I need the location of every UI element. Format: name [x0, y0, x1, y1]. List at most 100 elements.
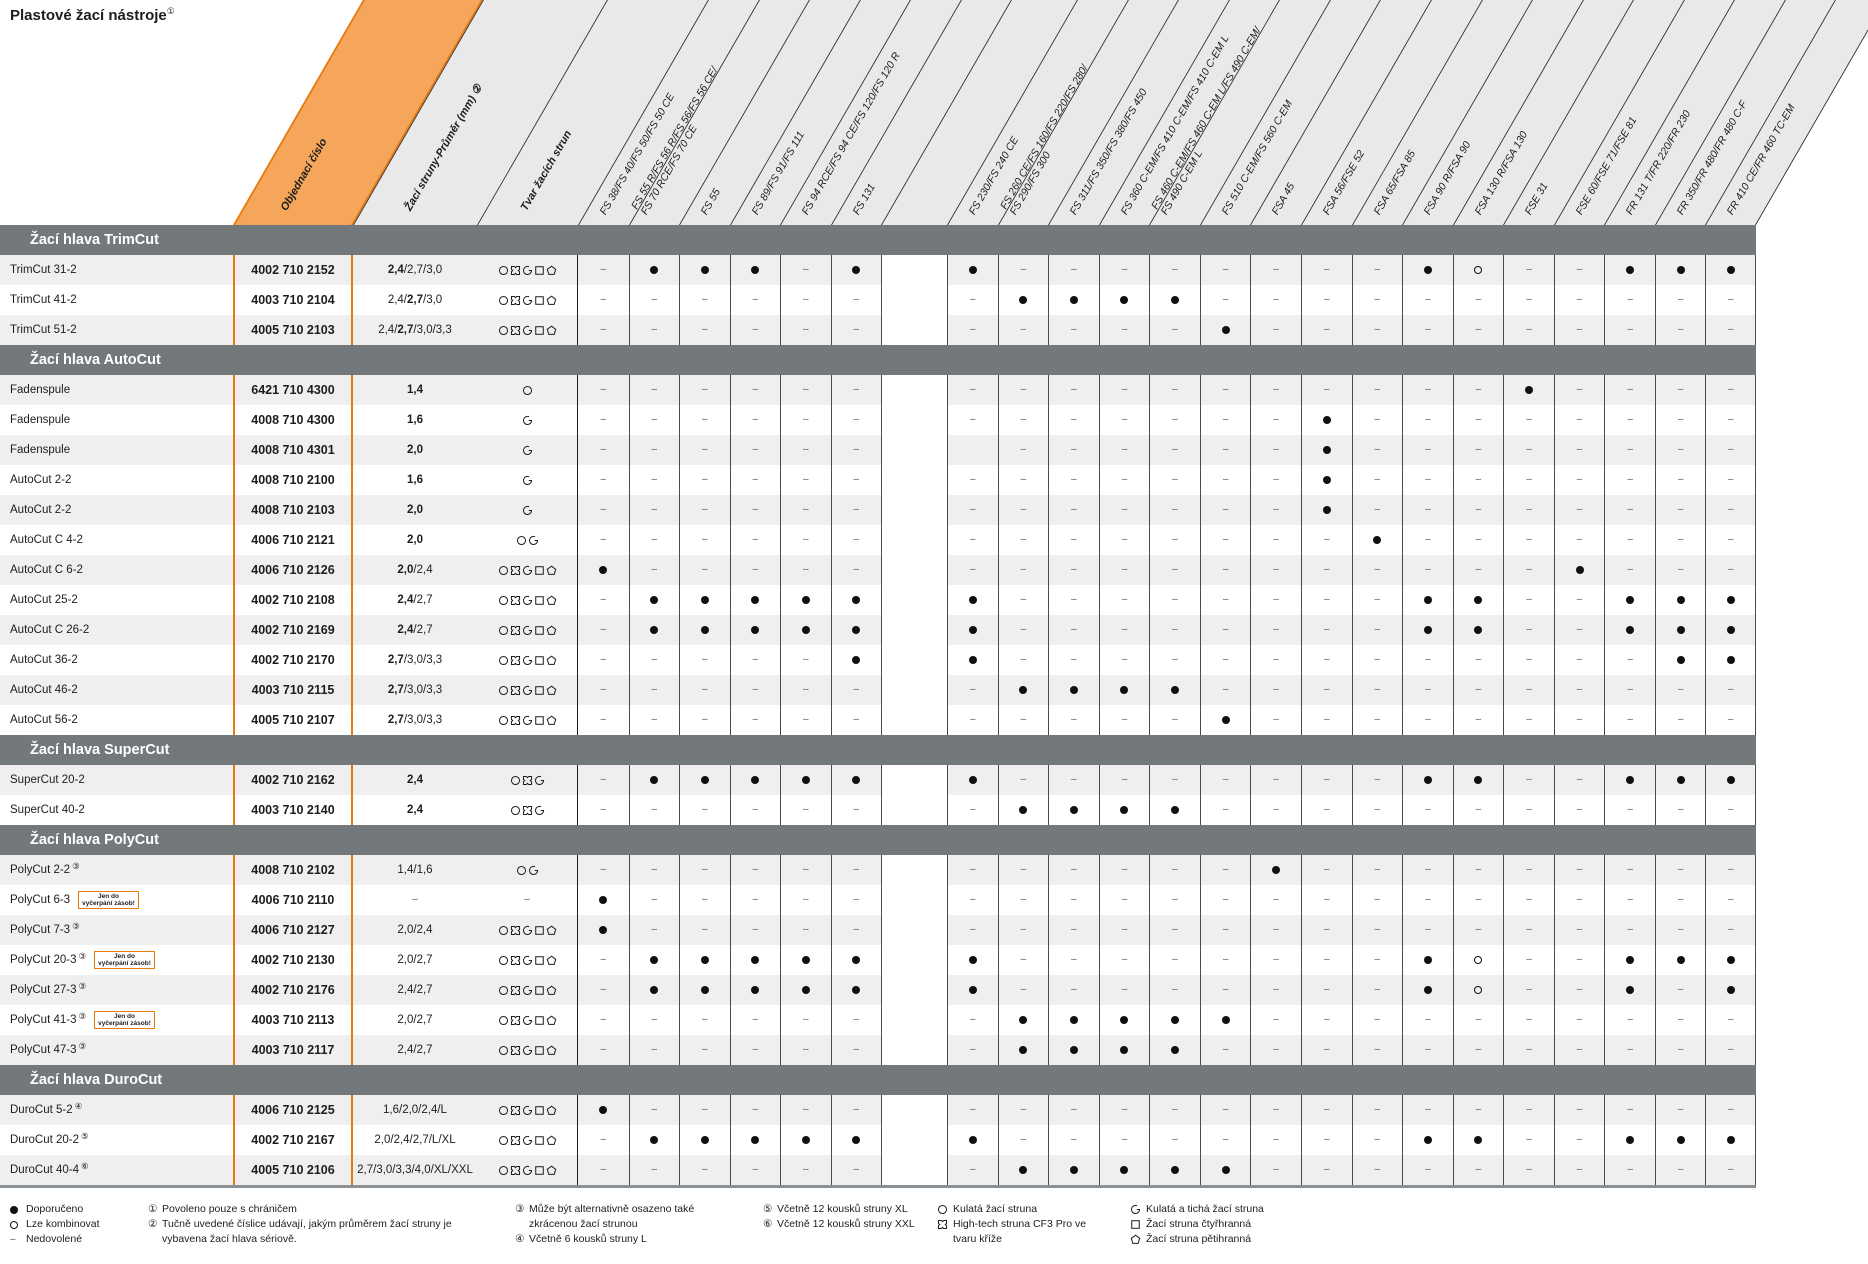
compat-not-allowed-dash: –	[1705, 405, 1756, 435]
compat-not-allowed-dash: –	[1452, 795, 1504, 825]
compat-recommended-dot	[679, 615, 730, 645]
model-column-header: FS 94 RCE/FS 94 CE/FS 120/FS 120 R	[799, 50, 903, 217]
compat-not-allowed-dash: –	[1098, 945, 1150, 975]
compat-not-allowed-dash: –	[1452, 1155, 1504, 1185]
compat-not-allowed-dash: –	[1149, 945, 1200, 975]
product-name-cell: Fadenspule	[0, 375, 233, 405]
quiet-line-icon	[534, 775, 544, 785]
compat-not-allowed-dash: –	[1098, 615, 1150, 645]
compat-not-allowed-dash: –	[1705, 315, 1756, 345]
compat-recommended-dot	[578, 1095, 629, 1125]
compat-not-allowed-dash: –	[729, 885, 781, 915]
compat-recommended-dot	[997, 1035, 1049, 1065]
line-diameter-cell: 2,0/2,4	[397, 924, 433, 936]
compat-not-allowed-dash: –	[780, 495, 831, 525]
compat-not-allowed-dash: –	[1199, 945, 1251, 975]
product-row: PolyCut 41-3 ③ Jen do vyčerpání zásob! 4003 …	[0, 1005, 1756, 1035]
penta-line-icon	[546, 925, 556, 935]
compat-not-allowed-dash: –	[947, 1005, 998, 1035]
compat-not-allowed-dash: –	[1098, 255, 1150, 285]
product-row: PolyCut 6-3 Jen do vyčerpání zásob! 4006 71…	[0, 885, 1756, 915]
compat-empty-cell	[881, 765, 947, 795]
compat-not-allowed-dash: –	[1654, 855, 1706, 885]
legend-note-number: ③	[515, 1203, 525, 1215]
product-row: DuroCut 5-2 ④ 4006 710 2125 1,6/2,0/2,4/L – –…	[0, 1095, 1756, 1125]
compat-empty-cell	[881, 1095, 947, 1125]
compat-recommended-dot	[997, 285, 1049, 315]
compat-not-allowed-dash: –	[1351, 855, 1403, 885]
compat-not-allowed-dash: –	[1654, 525, 1706, 555]
compat-recommended-dot	[1452, 615, 1504, 645]
compat-recommended-dot	[830, 255, 882, 285]
product-name: PolyCut 6-3	[10, 894, 71, 906]
quiet-line-icon	[522, 325, 532, 335]
compat-not-allowed-dash: –	[1503, 885, 1554, 915]
legend-note: ③ Může být alternativně osazeno také zkrá…	[515, 1202, 765, 1232]
compat-not-allowed-dash: –	[1503, 855, 1554, 885]
compat-not-allowed-dash: –	[729, 315, 781, 345]
cross-line-icon	[510, 1045, 520, 1055]
section-title: Žací hlava PolyCut	[30, 832, 159, 848]
compat-not-allowed-dash: –	[1452, 495, 1504, 525]
compat-not-allowed-dash: –	[1503, 1005, 1554, 1035]
product-row: PolyCut 47-3 ③ 4003 710 2117 2,4/2,7– – – – – – –…	[0, 1035, 1756, 1065]
compat-not-allowed-dash: –	[1048, 645, 1099, 675]
compat-not-allowed-dash: –	[1149, 885, 1200, 915]
compat-recommended-dot	[729, 975, 781, 1005]
legend-notes-3-4: ③ Může být alternativně osazeno také zkrá…	[515, 1202, 765, 1247]
product-name: AutoCut 2-2	[10, 504, 72, 516]
compat-recommended-dot	[830, 945, 882, 975]
compat-not-allowed-dash: –	[1503, 945, 1554, 975]
compat-not-allowed-dash: –	[1553, 255, 1605, 285]
compat-not-allowed-dash: –	[1199, 645, 1251, 675]
legend-note-number: ④	[515, 1233, 525, 1245]
quiet-line-icon	[522, 625, 532, 635]
compat-not-allowed-dash: –	[1250, 975, 1301, 1005]
circle-line-icon	[522, 385, 532, 395]
line-shapes-cell	[477, 435, 578, 465]
compat-not-allowed-dash: –	[1199, 1035, 1251, 1065]
square-line-icon	[534, 715, 544, 725]
compat-not-allowed-dash: –	[1503, 405, 1554, 435]
compat-not-allowed-dash: –	[1503, 1125, 1554, 1155]
compat-not-allowed-dash: –	[780, 555, 831, 585]
line-shapes-cell: –	[477, 885, 578, 915]
legend-key-dash: – Nedovolené	[10, 1232, 140, 1247]
compat-not-allowed-dash: –	[1654, 405, 1706, 435]
order-number-cell: 4006 710 2121	[233, 525, 353, 555]
legend-shape-circle-symbol	[937, 1202, 953, 1217]
compat-not-allowed-dash: –	[679, 795, 730, 825]
compat-not-allowed-dash: –	[947, 675, 998, 705]
stock-clearance-badge: Jen do vyčerpání zásob!	[94, 1011, 155, 1029]
compat-not-allowed-dash: –	[1300, 375, 1352, 405]
compat-not-allowed-dash: –	[1300, 885, 1352, 915]
compat-not-allowed-dash: –	[600, 954, 607, 965]
line-diameter-cell: 1,6	[407, 474, 423, 486]
compat-not-allowed-dash: –	[1604, 915, 1655, 945]
compat-not-allowed-dash: –	[600, 504, 607, 515]
compat-not-allowed-dash: –	[1149, 585, 1200, 615]
product-name-cell: TrimCut 51-2	[0, 315, 233, 345]
compat-not-allowed-dash: –	[1250, 885, 1301, 915]
product-name: PolyCut 41-3	[10, 1014, 77, 1026]
legend-key-filled-symbol	[10, 1202, 26, 1217]
compat-not-allowed-dash: –	[1149, 405, 1200, 435]
circle-line-icon	[498, 655, 508, 665]
compat-not-allowed-dash: –	[997, 945, 1049, 975]
section-title: Žací hlava DuroCut	[30, 1072, 163, 1088]
product-name-cell: AutoCut 36-2	[0, 645, 233, 675]
order-number-cell: 6421 710 4300	[233, 375, 353, 405]
product-row: SuperCut 40-2 4003 710 2140 2,4– – – – – – – – – – –…	[0, 795, 1756, 825]
compat-not-allowed-dash: –	[1250, 645, 1301, 675]
compat-not-allowed-dash: –	[1604, 1155, 1655, 1185]
product-row: DuroCut 20-2 ⑤ 4002 710 2167 2,0/2,4/2,7/L/…	[0, 1125, 1756, 1155]
compat-not-allowed-dash: –	[600, 1164, 607, 1175]
compat-empty-cell	[881, 525, 947, 555]
compat-not-allowed-dash: –	[679, 525, 730, 555]
line-diameter-cell: 2,0	[407, 504, 423, 516]
line-diameter-cell: 2,7/3,0/3,3	[387, 654, 443, 666]
compat-not-allowed-dash: –	[1452, 405, 1504, 435]
compat-not-allowed-dash: –	[830, 915, 882, 945]
compat-not-allowed-dash: –	[1604, 675, 1655, 705]
product-row: AutoCut 36-2 4002 710 2170 2,7/3,0/3,3– – – –…	[0, 645, 1756, 675]
